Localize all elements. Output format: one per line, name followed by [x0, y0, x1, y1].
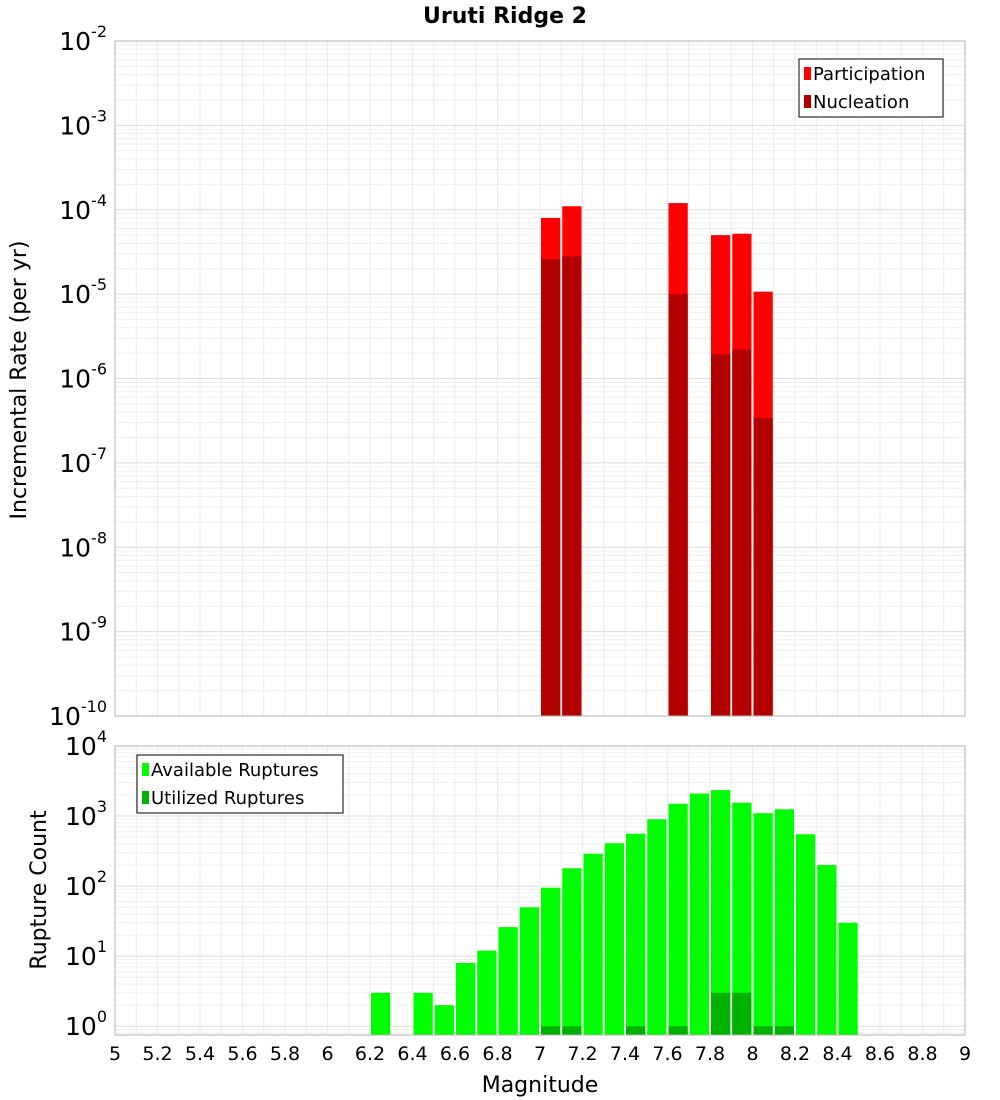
rate-panel: 10-10 10-9 10-8 10-7 10-6 10-5 10-4 10-3 10-2 Par… — [49, 22, 966, 731]
rate-y-axis-label: Incremental Rate (per yr) — [7, 241, 32, 520]
legend-label: Utilized Ruptures — [151, 788, 304, 809]
legend-box — [136, 754, 344, 814]
bar — [796, 834, 816, 1035]
y-tick-label: 10-3 — [59, 106, 107, 140]
y-tick-label: 101 — [65, 937, 107, 971]
bar — [626, 1026, 646, 1035]
series-utilized-ruptures — [541, 992, 794, 1035]
bar — [668, 803, 688, 1035]
count-y-axis-label: Rupture Count — [27, 810, 52, 970]
x-tick-label: 6 — [321, 1043, 333, 1065]
magnitude-x-axis-label: Magnitude — [482, 1073, 599, 1098]
y-tick-label: 10-8 — [59, 528, 107, 562]
x-tick-label: 8.6 — [865, 1043, 895, 1065]
bar — [413, 992, 433, 1035]
bar — [817, 865, 837, 1035]
bar — [689, 793, 709, 1035]
bar — [753, 813, 773, 1035]
bar — [732, 992, 752, 1035]
y-tick-label: 10-5 — [59, 275, 107, 309]
bar — [647, 819, 667, 1035]
series-available-ruptures — [371, 790, 858, 1035]
y-tick-label: 104 — [65, 727, 107, 761]
chart-title: Uruti Ridge 2 — [423, 4, 587, 29]
legend: Available Ruptures Utilized Ruptures — [136, 754, 344, 814]
x-tick-label: 9 — [959, 1043, 971, 1065]
legend-swatch — [142, 763, 149, 776]
plot-frame — [114, 40, 966, 717]
y-tick-label: 100 — [65, 1007, 107, 1041]
grid — [114, 40, 966, 717]
x-tick-label: 5.4 — [185, 1043, 215, 1065]
bar — [541, 1026, 561, 1035]
y-tick-label: 10-4 — [59, 191, 107, 225]
x-tick-label: 5.8 — [270, 1043, 300, 1065]
plot-frame — [114, 745, 966, 1036]
bar — [434, 1005, 454, 1035]
x-tick-label: 7 — [534, 1043, 546, 1065]
bar — [477, 950, 497, 1035]
y-tick-label: 10-6 — [59, 360, 107, 394]
legend-swatch — [804, 67, 811, 80]
y-tick-label: 10-7 — [59, 444, 107, 478]
rupture-count-panel: 100 101 102 103 104 5 5.2 5.4 5.6 5.8 6 6.2 6.4 6.6 6.… — [65, 727, 971, 1065]
y-tick-label: 102 — [65, 867, 107, 901]
legend-swatch — [142, 791, 149, 804]
legend-swatch — [804, 95, 811, 108]
x-tick-label: 7.8 — [695, 1043, 725, 1065]
x-tick-label: 7.6 — [652, 1043, 682, 1065]
bar — [626, 833, 646, 1035]
x-tick-label: 8.2 — [780, 1043, 810, 1065]
bar — [668, 294, 688, 716]
bar — [711, 992, 731, 1035]
x-tick-label: 6.6 — [440, 1043, 470, 1065]
bar — [562, 868, 582, 1035]
y-tick-label: 103 — [65, 797, 107, 831]
bar — [562, 1026, 582, 1035]
legend-label: Nucleation — [813, 92, 909, 113]
bar — [541, 887, 561, 1035]
x-tick-label: 5.2 — [142, 1043, 172, 1065]
x-tick-label: 5.6 — [227, 1043, 257, 1065]
bar — [562, 256, 582, 716]
bar — [541, 259, 561, 716]
bar — [732, 802, 752, 1035]
x-tick-label: 5 — [109, 1043, 121, 1065]
x-tick-label: 6.2 — [355, 1043, 385, 1065]
y-tick-label: 10-10 — [49, 697, 107, 731]
legend-label: Available Ruptures — [151, 760, 319, 781]
bar — [371, 992, 391, 1035]
x-tick-label: 6.8 — [482, 1043, 512, 1065]
x-tick-label: 8.8 — [907, 1043, 937, 1065]
bar — [604, 843, 624, 1035]
bar — [774, 1026, 794, 1035]
bar — [711, 790, 731, 1035]
bar — [774, 809, 794, 1035]
bar — [711, 354, 731, 716]
x-tick-label: 7.2 — [567, 1043, 597, 1065]
legend-label: Participation — [813, 64, 925, 85]
bar — [456, 962, 476, 1035]
x-tick-label: 8.4 — [822, 1043, 852, 1065]
bar — [753, 1026, 773, 1035]
x-tick-label: 8 — [746, 1043, 758, 1065]
legend-box — [798, 58, 944, 118]
x-tick-label: 6.4 — [397, 1043, 427, 1065]
bar — [668, 1026, 688, 1035]
y-tick-label: 10-2 — [59, 22, 107, 56]
bar — [732, 349, 752, 716]
y-tick-label: 10-9 — [59, 613, 107, 647]
bar — [498, 927, 518, 1035]
bar — [838, 922, 858, 1035]
x-tick-label: 7.4 — [610, 1043, 640, 1065]
series-nucleation — [541, 256, 773, 716]
bar — [753, 418, 773, 716]
legend: Participation Nucleation — [798, 58, 944, 118]
bar — [583, 853, 603, 1035]
bar — [519, 907, 539, 1035]
